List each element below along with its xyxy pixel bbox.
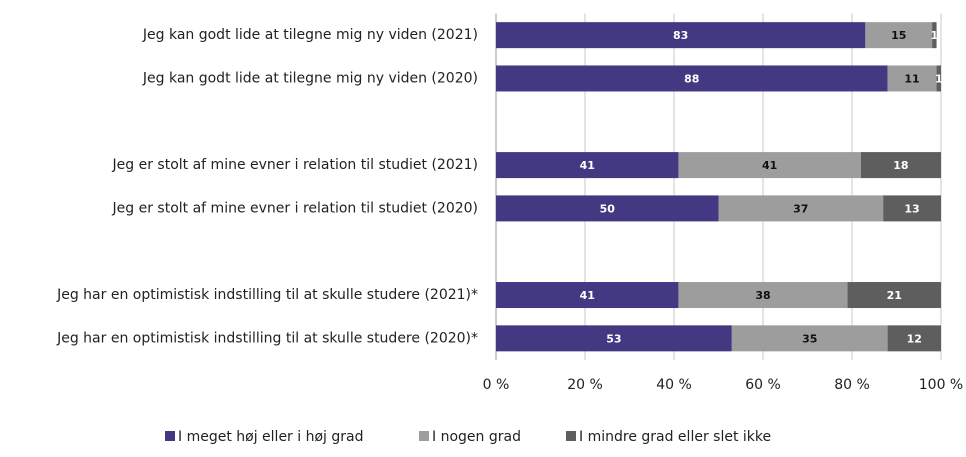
data-label: 1 [935, 72, 943, 85]
bar-segment [678, 282, 848, 309]
x-tick-label: 20 % [567, 377, 603, 393]
bar-segment [936, 65, 941, 92]
bar-segment [496, 65, 888, 92]
bar-segment [932, 22, 937, 49]
legend-label: I nogen grad [432, 429, 521, 445]
data-label: 1 [930, 29, 938, 42]
x-tick-label: 100 % [919, 377, 963, 393]
data-label: 13 [904, 202, 919, 215]
bar-segment [496, 22, 866, 49]
bar-segment [496, 152, 679, 179]
bar-segment [860, 152, 941, 179]
legend-label: I mindre grad eller slet ikke [579, 429, 771, 445]
data-label: 15 [891, 29, 906, 42]
legend-swatch [165, 431, 175, 441]
bar-segment [496, 325, 732, 352]
y-tick-label: Jeg kan godt lide at tilegne mig ny vide… [142, 27, 478, 43]
legend-swatch [566, 431, 576, 441]
y-tick-label: Jeg er stolt af mine evner i relation ti… [112, 157, 478, 173]
data-label: 35 [802, 332, 817, 345]
data-label: 37 [793, 202, 808, 215]
bar-segment [496, 195, 719, 222]
x-tick-label: 80 % [834, 377, 870, 393]
bar-segment [887, 325, 941, 352]
data-label: 41 [762, 159, 777, 172]
data-label: 11 [904, 72, 919, 85]
data-label: 41 [580, 159, 595, 172]
bar-segment [731, 325, 888, 352]
bar-segment [678, 152, 861, 179]
x-tick-label: 40 % [656, 377, 692, 393]
data-label: 53 [606, 332, 621, 345]
bar-segment [496, 282, 679, 309]
legend-label: I meget høj eller i høj grad [178, 429, 364, 445]
x-tick-label: 60 % [745, 377, 781, 393]
bar-segment [865, 22, 933, 49]
data-label: 18 [893, 159, 908, 172]
bar-segment [718, 195, 884, 222]
y-tick-label: Jeg har en optimistisk indstilling til a… [56, 330, 478, 346]
y-tick-label: Jeg har en optimistisk indstilling til a… [56, 287, 478, 303]
x-tick-label: 0 % [483, 377, 510, 393]
y-tick-label: Jeg er stolt af mine evner i relation ti… [112, 200, 478, 216]
data-label: 88 [684, 72, 699, 85]
data-label: 12 [907, 332, 922, 345]
data-label: 38 [755, 289, 770, 302]
bar-segment [883, 195, 941, 222]
y-tick-label: Jeg kan godt lide at tilegne mig ny vide… [142, 70, 478, 86]
legend-swatch [419, 431, 429, 441]
data-label: 41 [580, 289, 595, 302]
data-label: 83 [673, 29, 688, 42]
bar-segment [887, 65, 937, 92]
bar-segment [847, 282, 941, 309]
data-label: 50 [600, 202, 616, 215]
data-label: 21 [887, 289, 902, 302]
